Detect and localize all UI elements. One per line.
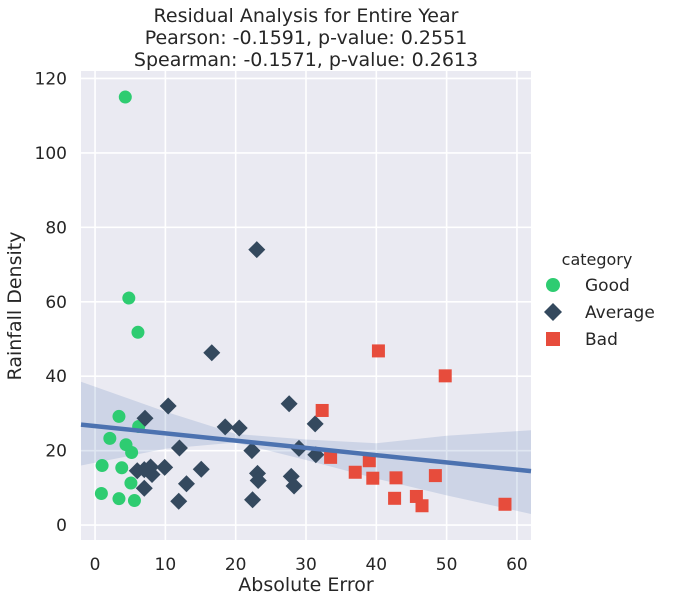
y-tick-label: 120 <box>35 69 67 89</box>
legend-marker-bad <box>546 332 560 346</box>
average-point <box>170 439 188 457</box>
bad-point <box>348 465 362 479</box>
average-point <box>306 415 324 433</box>
average-point <box>143 465 161 483</box>
average-point <box>216 418 234 436</box>
x-tick-label: 20 <box>225 555 247 575</box>
chart-title-line-1: Residual Analysis for Entire Year <box>154 5 459 27</box>
legend: category Good Average Bad <box>544 250 655 350</box>
y-tick-label: 20 <box>45 442 67 462</box>
good-point <box>124 476 138 490</box>
average-point <box>192 460 210 478</box>
good-point <box>122 291 136 305</box>
good-point <box>125 446 139 460</box>
good-point <box>94 486 108 500</box>
bad-point <box>415 499 429 513</box>
regression-line-group <box>80 422 532 474</box>
legend-label-bad: Bad <box>585 330 618 350</box>
average-point <box>285 477 303 495</box>
legend-marker-good <box>546 278 560 292</box>
average-point <box>243 442 261 460</box>
good-point <box>112 492 126 506</box>
good-point <box>131 325 145 339</box>
x-tick-label: 40 <box>365 555 387 575</box>
y-tick-label: 80 <box>45 218 67 238</box>
legend-title: category <box>562 250 633 269</box>
bad-point <box>362 454 376 468</box>
average-point <box>170 492 188 510</box>
bad-point <box>428 469 442 483</box>
average-point <box>244 491 262 509</box>
y-tick-label: 100 <box>35 144 67 164</box>
x-tick-label: 30 <box>295 555 317 575</box>
average-point <box>249 471 267 489</box>
y-axis-label: Rainfall Density <box>4 232 26 381</box>
good-point <box>112 409 126 423</box>
good-point <box>115 461 129 475</box>
bad-point <box>371 344 385 358</box>
regression-line <box>80 422 532 474</box>
good-point <box>95 459 109 473</box>
average-point <box>156 458 174 476</box>
grid-lines <box>81 71 531 540</box>
good-point <box>118 90 132 104</box>
series-good <box>94 90 146 508</box>
good-point <box>103 431 117 445</box>
good-point <box>127 494 141 508</box>
bad-point <box>366 471 380 485</box>
series-bad <box>315 344 512 513</box>
x-tick-label: 10 <box>155 555 177 575</box>
bad-point <box>498 497 512 511</box>
x-axis-label: Absolute Error <box>238 574 374 596</box>
legend-label-average: Average <box>585 303 655 323</box>
average-point <box>136 409 154 427</box>
average-point <box>135 479 153 497</box>
average-point <box>203 344 221 362</box>
average-point <box>230 419 248 437</box>
average-point <box>159 397 177 415</box>
y-tick-labels: 0 20 40 60 80 100 120 <box>35 69 67 536</box>
y-tick-label: 0 <box>56 516 67 536</box>
x-tick-labels: 0 10 20 30 40 50 60 <box>90 555 528 575</box>
bad-point <box>389 471 403 485</box>
average-point <box>248 241 266 259</box>
x-tick-label: 0 <box>90 555 101 575</box>
legend-marker-average <box>544 303 562 321</box>
bad-point <box>324 450 338 464</box>
y-tick-label: 60 <box>45 293 67 313</box>
bad-point <box>438 369 452 383</box>
average-point <box>177 475 195 493</box>
y-tick-label: 40 <box>45 367 67 387</box>
chart-title-line-3: Spearman: -0.1571, p-value: 0.2613 <box>134 49 478 71</box>
bad-point <box>388 491 402 505</box>
chart-title-line-2: Pearson: -0.1591, p-value: 0.2551 <box>145 27 468 49</box>
x-tick-label: 60 <box>506 555 528 575</box>
legend-label-good: Good <box>585 276 630 296</box>
x-tick-label: 50 <box>436 555 458 575</box>
bad-point <box>315 403 329 417</box>
average-point <box>280 395 298 413</box>
